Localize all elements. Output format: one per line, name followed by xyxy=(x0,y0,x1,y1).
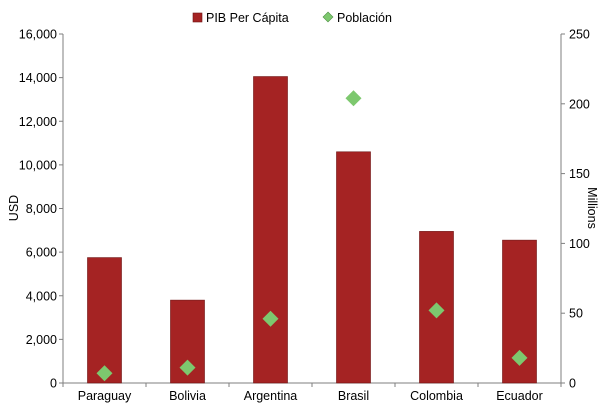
y-axis-right-title: Millions xyxy=(585,187,598,229)
legend-label-poblacion: Población xyxy=(337,11,392,25)
bar-pib-per-capita xyxy=(87,257,122,384)
y-tick-label-left: 4,000 xyxy=(26,289,57,303)
x-tick-label: Argentina xyxy=(244,389,298,403)
y-tick-label-left: 6,000 xyxy=(26,246,57,260)
x-tick-label: Brasil xyxy=(338,389,369,403)
point-poblacion xyxy=(511,349,528,366)
y-tick-label-right: 0 xyxy=(569,377,576,391)
legend-swatch-pib xyxy=(192,12,203,23)
y-tick-label-left: 2,000 xyxy=(26,333,57,347)
y-tick-label-right: 250 xyxy=(569,28,590,42)
y-tick-label-left: 12,000 xyxy=(19,115,57,129)
legend: PIB Per Cápita Población xyxy=(192,11,392,25)
y-tick-label-left: 14,000 xyxy=(19,71,57,85)
y-tick-label-right: 100 xyxy=(569,237,590,251)
point-poblacion xyxy=(179,359,196,376)
x-tick-label: Paraguay xyxy=(78,389,132,403)
point-poblacion xyxy=(428,302,445,319)
y-axis-left-title: USD xyxy=(7,195,21,221)
legend-label-pib: PIB Per Cápita xyxy=(206,11,289,25)
y-tick-label-right: 200 xyxy=(569,97,590,111)
y-tick-label-right: 150 xyxy=(569,167,590,181)
y-tick-label-left: 0 xyxy=(50,377,57,391)
point-poblacion xyxy=(345,90,362,107)
y-tick-label-right: 50 xyxy=(569,307,583,321)
y-tick-label-left: 16,000 xyxy=(19,28,57,42)
y-tick-label-left: 8,000 xyxy=(26,202,57,216)
x-tick-label: Colombia xyxy=(410,389,463,403)
point-poblacion xyxy=(96,365,113,382)
x-tick-label: Ecuador xyxy=(496,389,543,403)
y-tick-label-left: 10,000 xyxy=(19,158,57,172)
bar-pib-per-capita xyxy=(253,76,288,384)
bar-pib-per-capita xyxy=(336,151,371,384)
x-tick-label: Bolivia xyxy=(169,389,206,403)
plot-area: 0 2,000 4,000 6,000 8,000 10,000 12,000 14,000 1… xyxy=(19,28,590,404)
point-poblacion xyxy=(262,310,279,327)
legend-marker-poblacion xyxy=(322,11,334,23)
